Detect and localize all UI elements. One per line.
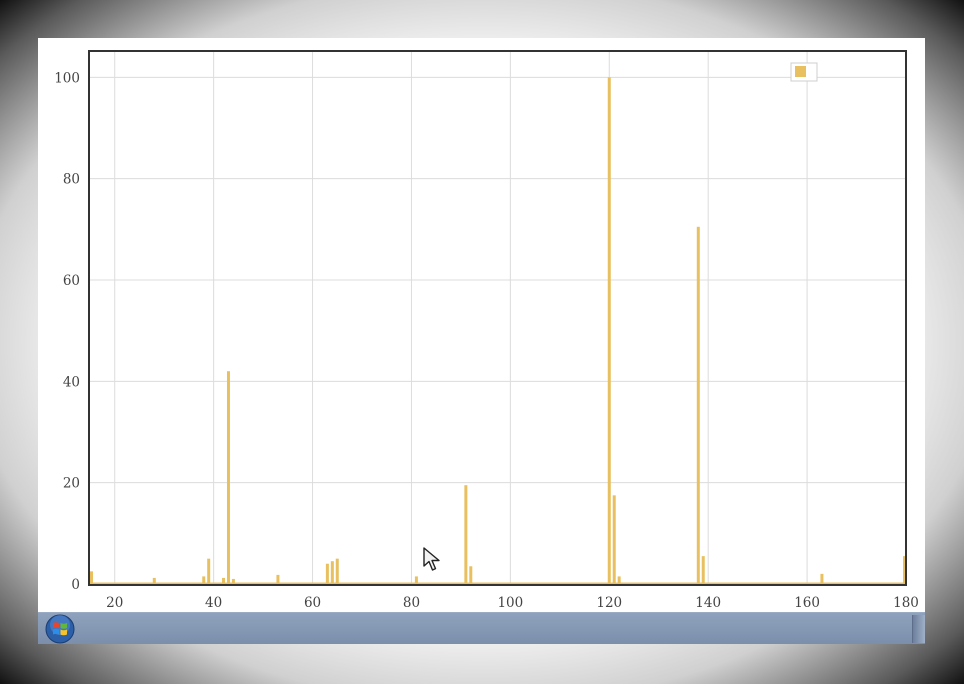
x-tick-label: 20 [106,595,123,611]
x-tick-label: 60 [304,595,321,611]
data-spike[interactable] [276,574,280,584]
data-spike[interactable] [325,563,329,584]
data-spike[interactable] [231,578,235,584]
data-spike[interactable] [469,566,473,584]
mass-spectrum-chart: 20 40 60 80 100 120 140 160 180 0 20 40 60 80 100 [54,50,919,611]
data-spike[interactable] [226,371,230,584]
data-spike[interactable] [330,561,334,584]
legend-swatch-icon [795,66,806,77]
data-spike[interactable] [222,577,226,584]
taskbar [38,612,925,644]
y-tick-label: 40 [63,374,80,390]
data-spike[interactable] [464,485,468,584]
y-tick-label: 0 [71,577,80,593]
data-spike[interactable] [152,577,156,584]
axis-tick-labels: 20 40 60 80 100 120 140 160 180 0 20 40 60 80 100 [54,70,919,611]
y-tick-label: 60 [63,273,80,289]
data-spike[interactable] [90,571,93,584]
data-spikes [90,77,906,585]
start-button[interactable] [43,613,77,644]
grid-lines [90,52,907,585]
data-spike[interactable] [607,77,611,585]
y-tick-label: 100 [54,70,80,86]
x-tick-label: 120 [596,595,622,611]
data-spike[interactable] [617,576,621,584]
x-tick-label: 80 [403,595,420,611]
data-spike[interactable] [696,226,700,585]
data-spike[interactable] [701,556,705,584]
x-tick-label: 140 [695,595,721,611]
data-spike[interactable] [903,556,906,584]
data-spike[interactable] [612,495,616,584]
show-desktop-button[interactable] [912,615,925,643]
legend[interactable] [790,62,818,82]
x-tick-label: 100 [497,595,523,611]
mouse-cursor-icon [423,547,440,571]
data-spike[interactable] [202,576,206,584]
windows-start-orb-icon [45,614,75,644]
y-tick-label: 20 [63,476,80,492]
x-tick-label: 160 [794,595,820,611]
x-tick-label: 40 [205,595,222,611]
data-spike[interactable] [207,558,211,584]
x-tick-label: 180 [893,595,919,611]
data-spike[interactable] [414,576,418,584]
data-spike[interactable] [335,558,339,584]
desktop-screen: 20 40 60 80 100 120 140 160 180 0 20 40 60 80 100 [38,38,925,644]
y-tick-label: 80 [63,172,80,188]
data-spike[interactable] [820,573,824,584]
plot-area-border [88,50,907,586]
